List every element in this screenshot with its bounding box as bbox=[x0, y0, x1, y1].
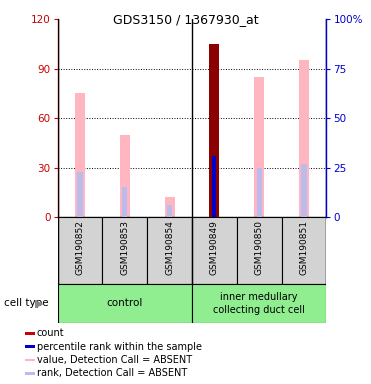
Bar bbox=[26, 332, 35, 334]
Bar bbox=[75, 93, 85, 217]
Bar bbox=[102, 217, 147, 284]
Text: count: count bbox=[37, 328, 65, 338]
Text: inner medullary
collecting duct cell: inner medullary collecting duct cell bbox=[213, 292, 305, 314]
Bar bbox=[120, 134, 130, 217]
Bar bbox=[165, 197, 174, 217]
Bar bbox=[26, 359, 35, 361]
Bar bbox=[167, 205, 172, 217]
Bar bbox=[299, 60, 309, 217]
Bar bbox=[58, 284, 192, 323]
Text: GSM190853: GSM190853 bbox=[120, 220, 129, 275]
Text: rank, Detection Call = ABSENT: rank, Detection Call = ABSENT bbox=[37, 368, 187, 379]
Text: cell type: cell type bbox=[4, 298, 48, 308]
Text: GDS3150 / 1367930_at: GDS3150 / 1367930_at bbox=[113, 13, 258, 26]
Bar bbox=[192, 217, 237, 284]
Text: GSM190854: GSM190854 bbox=[165, 220, 174, 275]
Bar bbox=[122, 187, 128, 217]
Text: control: control bbox=[106, 298, 143, 308]
Bar bbox=[301, 164, 307, 217]
Text: GSM190850: GSM190850 bbox=[255, 220, 264, 275]
Bar bbox=[77, 172, 83, 217]
Text: value, Detection Call = ABSENT: value, Detection Call = ABSENT bbox=[37, 355, 192, 365]
Text: GSM190852: GSM190852 bbox=[75, 220, 85, 275]
Bar bbox=[58, 217, 102, 284]
Bar bbox=[212, 156, 216, 217]
Bar bbox=[254, 77, 264, 217]
Text: ▶: ▶ bbox=[35, 298, 43, 308]
Bar bbox=[26, 345, 35, 348]
Bar bbox=[257, 167, 262, 217]
Text: GSM190849: GSM190849 bbox=[210, 220, 219, 275]
Bar bbox=[192, 284, 326, 323]
Bar bbox=[210, 44, 219, 217]
Bar bbox=[237, 217, 282, 284]
Bar bbox=[26, 372, 35, 375]
Bar bbox=[282, 217, 326, 284]
Text: percentile rank within the sample: percentile rank within the sample bbox=[37, 341, 202, 352]
Text: GSM190851: GSM190851 bbox=[299, 220, 309, 275]
Bar bbox=[147, 217, 192, 284]
